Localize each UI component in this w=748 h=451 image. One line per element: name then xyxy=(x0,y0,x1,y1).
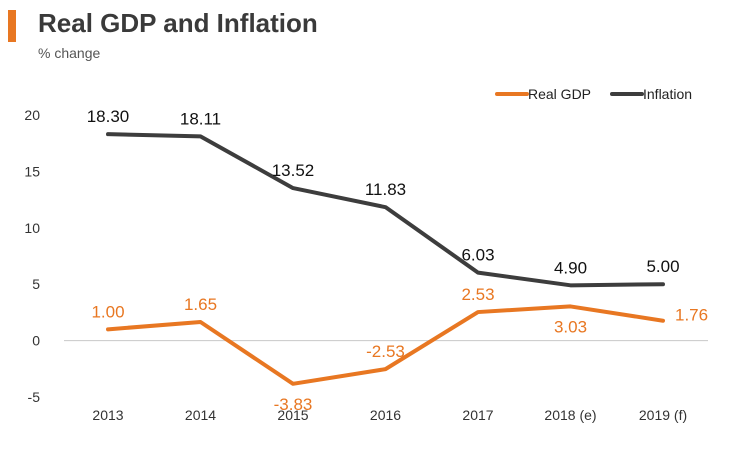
data-label-inflation: 11.83 xyxy=(365,180,406,199)
data-label-inflation: 5.00 xyxy=(646,257,679,276)
y-tick-label: 5 xyxy=(32,276,40,292)
y-tick-label: 0 xyxy=(32,333,40,349)
data-label-real-gdp: -3.83 xyxy=(274,395,313,414)
data-label-real-gdp: 3.03 xyxy=(554,317,587,336)
data-label-inflation: 6.03 xyxy=(461,246,494,265)
data-label-real-gdp: 1.00 xyxy=(91,302,124,321)
series-line-inflation xyxy=(106,132,665,288)
data-label-inflation: 18.30 xyxy=(87,107,130,126)
data-label-real-gdp: 1.76 xyxy=(675,306,708,325)
data-label-real-gdp: -2.53 xyxy=(366,342,405,361)
title-accent-bar xyxy=(8,10,16,42)
data-label-real-gdp: 1.65 xyxy=(184,295,217,314)
data-label-inflation: 4.90 xyxy=(554,258,587,277)
legend-label-inflation: Inflation xyxy=(643,86,692,102)
legend-label-real-gdp: Real GDP xyxy=(528,86,591,102)
series-line-real-gdp xyxy=(106,304,665,386)
data-label-inflation: 13.52 xyxy=(272,161,315,180)
x-tick-label: 2019 (f) xyxy=(639,407,687,423)
y-tick-label: 10 xyxy=(24,220,40,236)
chart-title: Real GDP and Inflation xyxy=(38,8,318,38)
y-tick-label: -5 xyxy=(28,389,41,405)
x-tick-label: 2017 xyxy=(462,407,493,423)
data-label-inflation: 18.11 xyxy=(180,109,221,128)
x-tick-label: 2013 xyxy=(92,407,123,423)
chart-subtitle: % change xyxy=(38,45,101,61)
x-tick-label: 2014 xyxy=(185,407,216,423)
data-label-real-gdp: 2.53 xyxy=(461,285,494,304)
x-tick-label: 2015 xyxy=(277,407,308,423)
x-tick-label: 2016 xyxy=(370,407,401,423)
y-tick-label: 20 xyxy=(24,107,40,123)
y-tick-label: 15 xyxy=(24,163,40,179)
x-tick-label: 2018 (e) xyxy=(544,407,596,423)
